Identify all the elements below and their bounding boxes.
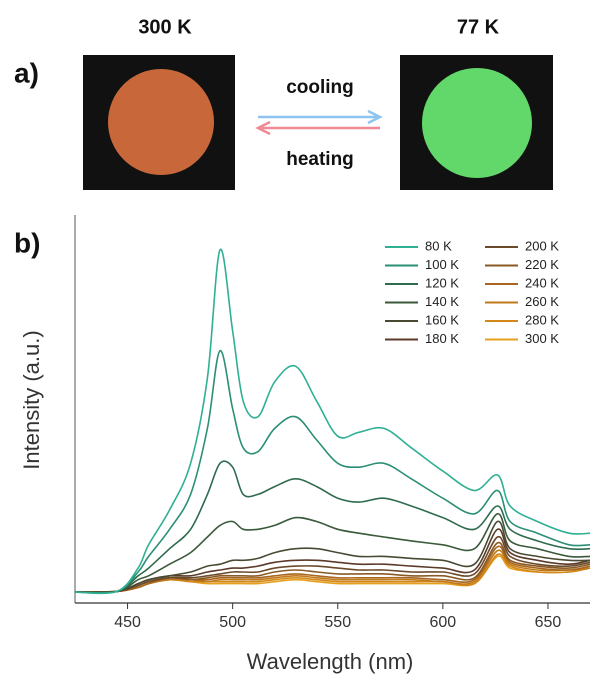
figure: a) 300 K 77 K cooling heating b) Wavelen… xyxy=(0,0,590,680)
sample-green xyxy=(422,68,532,178)
arrow xyxy=(258,122,380,134)
legend-label: 220 K xyxy=(525,257,559,272)
x-tick-label: 600 xyxy=(430,614,457,631)
x-tick-label: 650 xyxy=(535,614,562,631)
legend-label: 100 K xyxy=(425,257,459,272)
legend-label: 300 K xyxy=(525,331,559,346)
x-axis-title: Wavelength (nm) xyxy=(247,649,414,674)
panel-label: b) xyxy=(14,227,40,258)
legend-label: 140 K xyxy=(425,294,459,309)
legend-label: 200 K xyxy=(525,238,559,253)
x-tick-label: 500 xyxy=(219,614,246,631)
line xyxy=(75,550,590,592)
arrow xyxy=(258,111,380,123)
legend-label: 260 K xyxy=(525,294,559,309)
panel-label: a) xyxy=(14,57,39,88)
sample-orange xyxy=(108,69,214,175)
y-axis-title: Intensity (a.u.) xyxy=(19,330,44,469)
legend-label: 160 K xyxy=(425,312,459,327)
photo-label: 300 K xyxy=(138,16,192,38)
legend-label: 240 K xyxy=(525,275,559,290)
legend-label: 280 K xyxy=(525,312,559,327)
line xyxy=(75,249,590,593)
photo-label: 77 K xyxy=(457,16,500,38)
legend-label: 80 K xyxy=(425,238,452,253)
legend-label: 180 K xyxy=(425,331,459,346)
line xyxy=(75,351,590,593)
arrow-label: heating xyxy=(286,149,354,170)
arrow-label: cooling xyxy=(286,77,354,98)
x-tick-label: 550 xyxy=(324,614,351,631)
legend-label: 120 K xyxy=(425,275,459,290)
x-tick-label: 450 xyxy=(114,614,141,631)
